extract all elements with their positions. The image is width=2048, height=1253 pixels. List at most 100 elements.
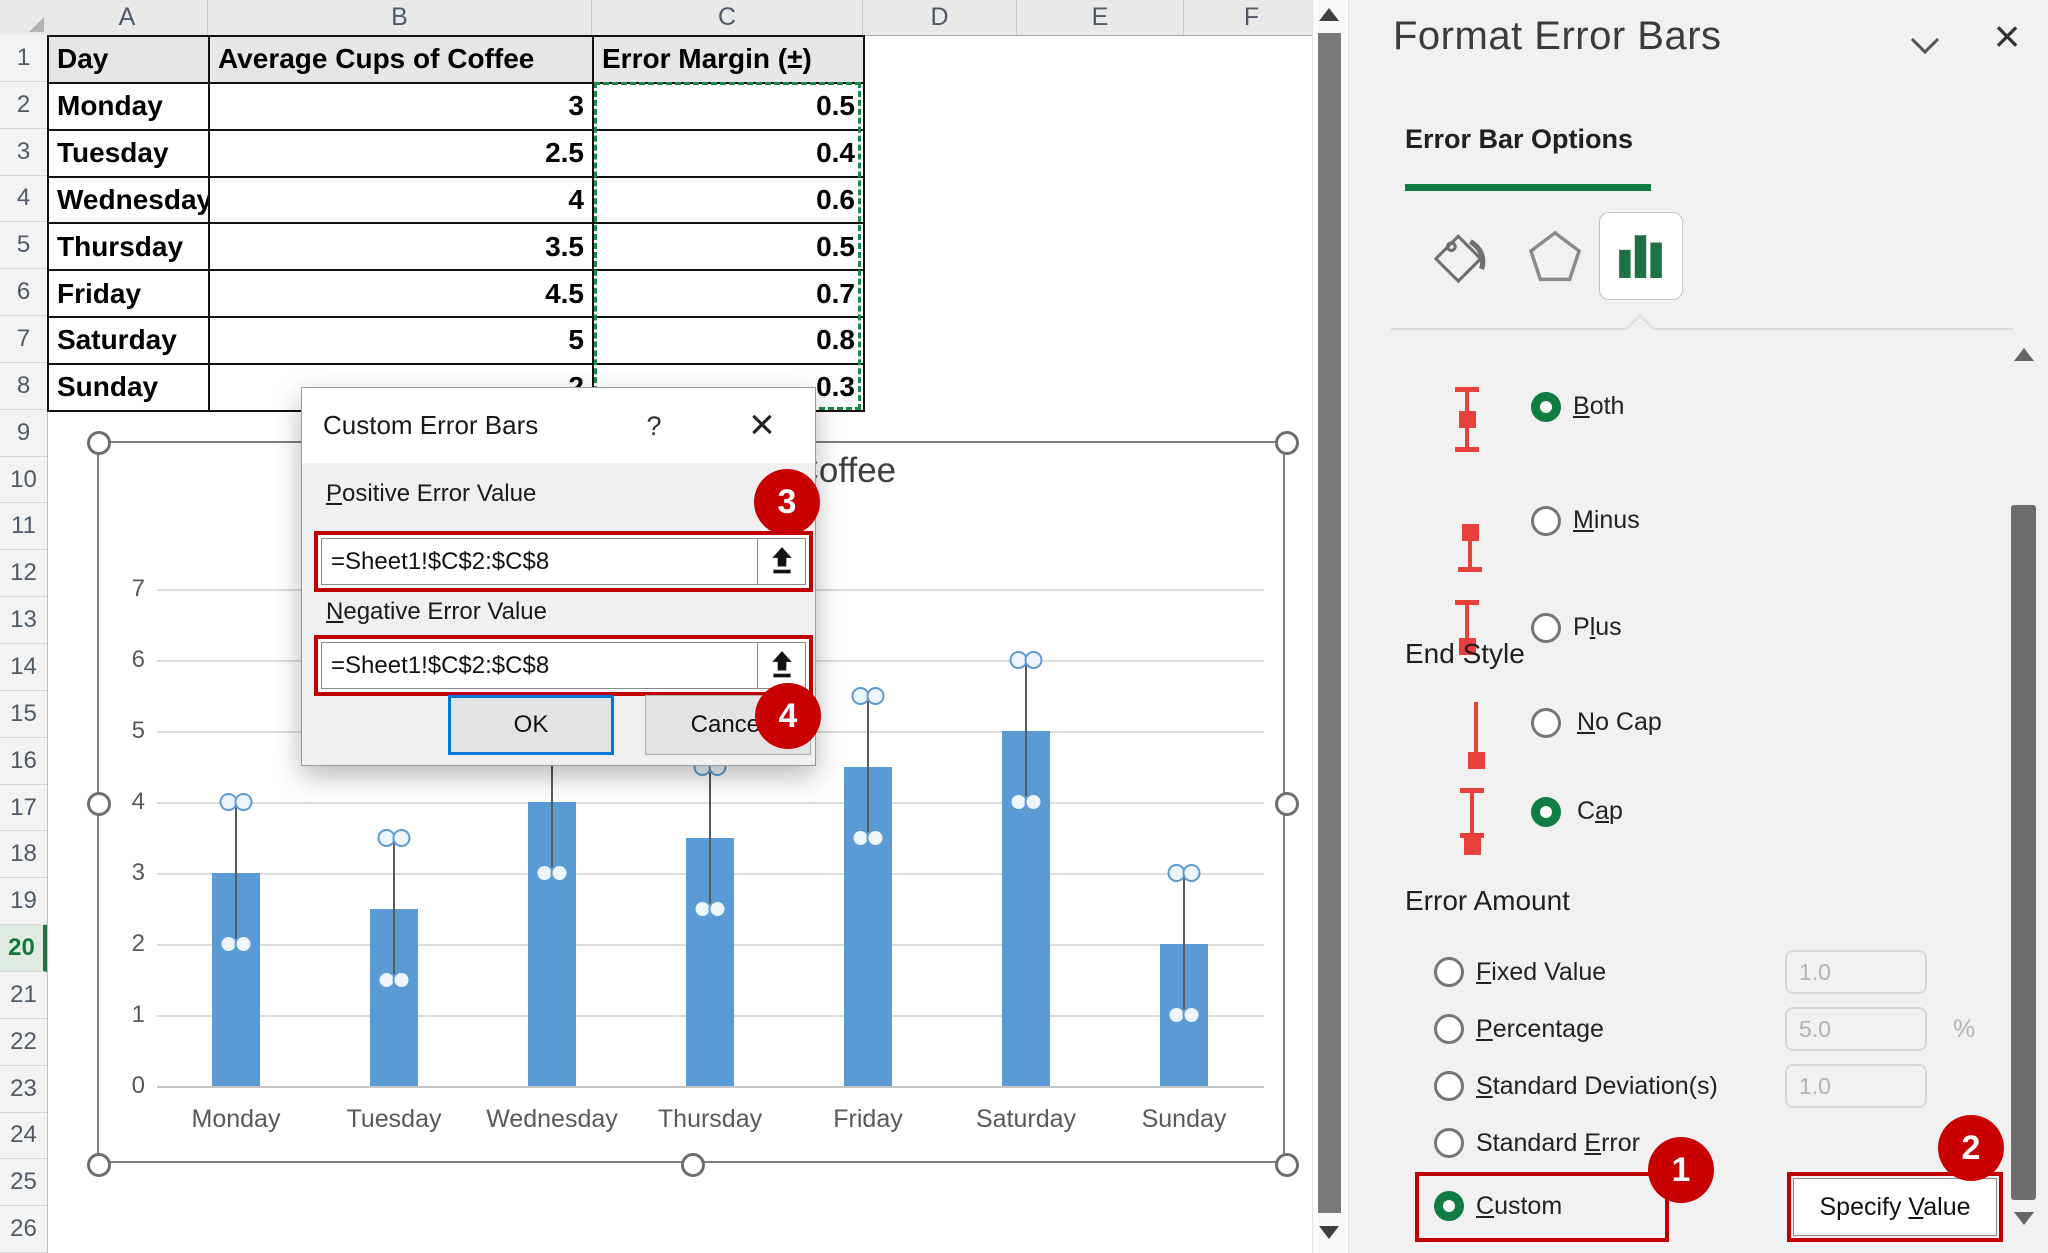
error-bar-line[interactable]	[393, 837, 395, 980]
radio-minus[interactable]	[1531, 506, 1561, 536]
row-header-6[interactable]: 6	[0, 269, 47, 317]
table-header-cell[interactable]: Average Cups of Coffee	[210, 37, 594, 84]
error-bar-line[interactable]	[235, 802, 237, 944]
error-bar-handle[interactable]	[851, 686, 885, 705]
column-header-e[interactable]: E	[1017, 0, 1184, 35]
column-header-d[interactable]: D	[863, 0, 1017, 35]
error-bar-handle[interactable]	[377, 828, 411, 847]
cell-margin[interactable]: 0.6	[594, 177, 865, 225]
row-header-8[interactable]: 8	[0, 363, 47, 410]
error-bar-line[interactable]	[867, 695, 869, 838]
cell-margin[interactable]: 0.5	[594, 83, 865, 131]
row-header-20[interactable]: 20	[0, 925, 47, 972]
cell-margin[interactable]: 0.4	[594, 130, 865, 178]
chart-selection-handle[interactable]	[1275, 1153, 1299, 1177]
row-header-10[interactable]: 10	[0, 457, 47, 504]
row-header-7[interactable]: 7	[0, 316, 47, 363]
radio-both[interactable]	[1531, 392, 1561, 422]
error-bar-handle[interactable]	[377, 970, 411, 989]
fill-line-tab[interactable]	[1424, 222, 1496, 294]
row-header-21[interactable]: 21	[0, 972, 47, 1019]
radio-plus[interactable]	[1531, 613, 1561, 643]
row-header-16[interactable]: 16	[0, 738, 47, 785]
row-header-13[interactable]: 13	[0, 597, 47, 645]
error-bar-handle[interactable]	[535, 864, 569, 882]
row-header-25[interactable]: 25	[0, 1159, 47, 1207]
radio-minus-label[interactable]: Minus	[1573, 506, 1640, 534]
radio-both-label[interactable]: Both	[1573, 392, 1625, 420]
sheet-scrollbar-thumb[interactable]	[1318, 33, 1341, 1213]
radio-standard-error[interactable]	[1434, 1128, 1464, 1158]
scroll-up-icon[interactable]	[1319, 8, 1339, 21]
radio-fixed-value[interactable]	[1434, 957, 1464, 987]
cell-day[interactable]: Friday	[49, 271, 210, 319]
chart-selection-handle[interactable]	[87, 431, 111, 455]
row-header-24[interactable]: 24	[0, 1113, 47, 1160]
radio-cap-label[interactable]: Cap	[1577, 797, 1623, 825]
error-bar-handle[interactable]	[219, 935, 253, 953]
row-header-5[interactable]: 5	[0, 222, 47, 270]
chart-selection-handle[interactable]	[87, 1153, 111, 1177]
radio-standard-deviation[interactable]	[1434, 1071, 1464, 1101]
radio-custom[interactable]	[1434, 1191, 1464, 1221]
cell-day[interactable]: Wednesday	[49, 177, 210, 225]
panel-close-button[interactable]: ×	[1979, 6, 2035, 66]
panel-scroll-up-icon[interactable]	[2014, 348, 2034, 361]
radio-plus-label[interactable]: Plus	[1573, 613, 1622, 641]
radio-no-cap[interactable]	[1531, 708, 1561, 738]
column-header-a[interactable]: A	[47, 0, 208, 35]
radio-fixed-value-label[interactable]: Fixed Value	[1476, 958, 1607, 986]
error-bar-line[interactable]	[709, 766, 711, 909]
dialog-help-button[interactable]: ?	[632, 406, 676, 446]
error-bar-handle[interactable]	[851, 828, 885, 847]
ok-button[interactable]: OK	[448, 695, 614, 755]
cell-margin[interactable]: 0.5	[594, 224, 865, 272]
row-header-2[interactable]: 2	[0, 82, 47, 129]
negative-error-value-input[interactable]	[322, 643, 757, 688]
radio-standard-deviation-label[interactable]: Standard Deviation(s)	[1476, 1072, 1718, 1100]
row-header-19[interactable]: 19	[0, 878, 47, 926]
row-header-15[interactable]: 15	[0, 691, 47, 738]
column-header-f[interactable]: F	[1184, 0, 1320, 35]
row-header-11[interactable]: 11	[0, 504, 47, 551]
radio-no-cap-label[interactable]: No Cap	[1577, 708, 1662, 736]
cell-day[interactable]: Sunday	[49, 364, 210, 412]
table-header-cell[interactable]: Day	[49, 37, 210, 84]
effects-tab[interactable]	[1519, 222, 1591, 294]
radio-percentage-label[interactable]: Percentage	[1476, 1015, 1604, 1043]
panel-scrollbar-thumb[interactable]	[2011, 505, 2036, 1200]
row-header-3[interactable]: 3	[0, 129, 47, 176]
row-header-18[interactable]: 18	[0, 831, 47, 879]
row-header-4[interactable]: 4	[0, 176, 47, 223]
positive-error-value-input[interactable]	[322, 539, 757, 584]
chart-selection-handle[interactable]	[1275, 792, 1299, 816]
tab-error-bar-options[interactable]: Error Bar Options	[1405, 124, 1634, 154]
column-header-b[interactable]: B	[208, 0, 592, 35]
error-bar-line[interactable]	[1025, 660, 1027, 802]
chevron-down-icon[interactable]	[1910, 25, 1940, 55]
cell-day[interactable]: Tuesday	[49, 130, 210, 178]
cell-cups[interactable]: 4.5	[210, 271, 594, 319]
row-header-23[interactable]: 23	[0, 1066, 47, 1113]
cell-cups[interactable]: 3.5	[210, 224, 594, 272]
cell-day[interactable]: Monday	[49, 83, 210, 131]
row-header-14[interactable]: 14	[0, 644, 47, 691]
table-header-cell[interactable]: Error Margin (±)	[594, 37, 865, 84]
cell-cups[interactable]: 3	[210, 83, 594, 131]
row-header-22[interactable]: 22	[0, 1019, 47, 1066]
cell-margin[interactable]: 0.7	[594, 271, 865, 319]
error-bar-line[interactable]	[551, 731, 553, 873]
negative-range-select-button[interactable]	[757, 643, 805, 688]
row-header-9[interactable]: 9	[0, 410, 47, 457]
radio-custom-label[interactable]: Custom	[1476, 1192, 1563, 1220]
cell-cups[interactable]: 4	[210, 177, 594, 225]
bar-chart[interactable]: Average Cups of Coffee 01234567MondayTue…	[87, 431, 1299, 1177]
select-all-corner[interactable]	[0, 0, 48, 36]
sheet-vertical-scrollbar[interactable]	[1312, 0, 1346, 1253]
radio-percentage[interactable]	[1434, 1014, 1464, 1044]
row-header-1[interactable]: 1	[0, 35, 47, 82]
specify-value-button[interactable]: Specify Value	[1793, 1178, 1997, 1236]
chart-selection-handle[interactable]	[1275, 431, 1299, 455]
radio-standard-error-label[interactable]: Standard Error	[1476, 1129, 1640, 1157]
cell-day[interactable]: Saturday	[49, 318, 210, 365]
